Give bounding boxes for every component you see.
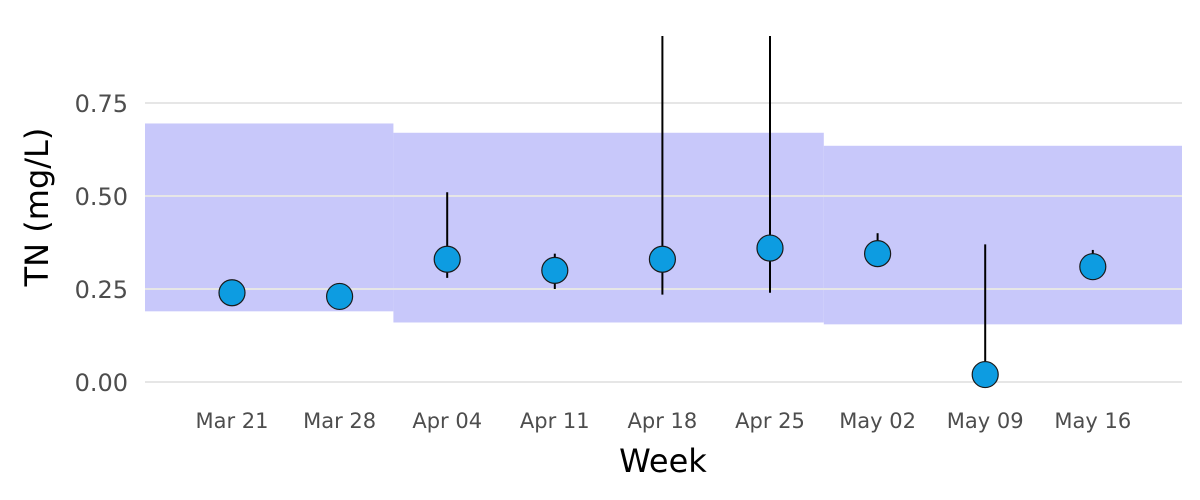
y-tick-labels: 0.00 0.25 0.50 0.75: [75, 90, 128, 397]
data-point: [971, 360, 999, 389]
range-band-3: [823, 145, 1182, 325]
y-axis-title: TN (mg/L): [18, 128, 56, 288]
x-tick-label: May 16: [1054, 409, 1131, 433]
range-bands: [145, 123, 1182, 325]
data-point: [541, 256, 569, 284]
data-point: [863, 240, 892, 268]
y-tick-label: 0.50: [75, 183, 128, 211]
y-tick-label: 0.25: [75, 276, 128, 304]
data-points: [218, 234, 1107, 389]
data-point: [1079, 253, 1107, 281]
data-point: [756, 234, 784, 262]
x-tick-label: May 02: [839, 409, 916, 433]
data-point: [218, 279, 246, 307]
range-band-2: [393, 132, 824, 323]
x-tick-label: Apr 18: [628, 409, 698, 433]
x-tick-label: Apr 11: [520, 409, 590, 433]
data-point: [648, 245, 677, 273]
x-tick-label: Mar 28: [303, 409, 376, 433]
x-tick-label: Apr 04: [412, 409, 482, 433]
x-tick-label: May 09: [947, 409, 1024, 433]
x-axis-title: Week: [619, 442, 707, 480]
x-tick-label: Apr 25: [735, 409, 805, 433]
x-tick-labels: Mar 21 Mar 28 Apr 04 Apr 11 Apr 18 Apr 25 May …: [195, 409, 1131, 433]
y-tick-label: 0.00: [75, 369, 128, 397]
y-tick-label: 0.75: [75, 90, 128, 118]
data-point: [433, 245, 461, 273]
data-point: [326, 282, 354, 311]
gridlines: [145, 102, 1182, 383]
x-tick-label: Mar 21: [195, 409, 268, 433]
range-band-1: [145, 123, 394, 312]
